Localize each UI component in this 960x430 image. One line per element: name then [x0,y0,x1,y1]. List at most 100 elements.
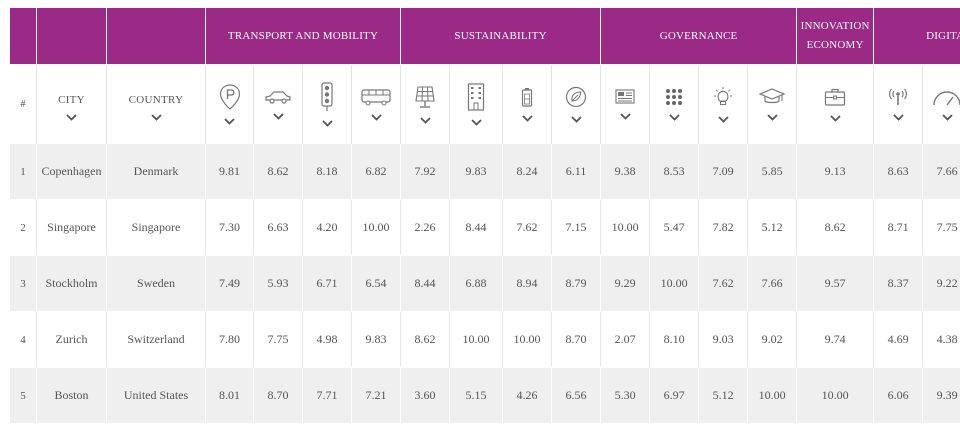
country-column-header[interactable]: COUNTRY [106,64,206,144]
table-row: 1 Copenhagen Denmark 9.81 8.62 8.18 6.82 7.92 9.… [9,143,960,200]
score-cell: 8.62 [400,311,451,368]
score-cell: 4.38 [922,311,960,368]
score-cell: 6.54 [350,255,402,312]
building-column-header[interactable] [449,64,504,144]
score-cell: 8.71 [873,199,924,256]
score-cell: 8.10 [649,311,700,368]
gauge-column-header[interactable] [922,64,960,144]
lightbulb-column-header[interactable] [698,64,749,144]
gauge-icon [933,90,960,105]
antenna-column-header[interactable] [873,64,924,144]
score-cell: 8.53 [649,143,700,200]
group-header-transport: TRANSPORT AND MOBILITY [204,7,402,65]
bus-column-header[interactable] [350,64,402,144]
chevron-down-icon [941,113,953,121]
score-cell: 5.85 [747,143,798,200]
score-cell: 9.03 [698,311,749,368]
briefcase-column-header[interactable] [796,64,875,144]
city-cell: Singapore [36,199,107,256]
rank-header-label: # [20,98,26,110]
score-cell: 7.62 [502,199,553,256]
score-cell: 7.09 [698,143,749,200]
score-cell: 7.75 [253,311,303,368]
table-row: 3 Stockholm Sweden 7.49 5.93 6.71 6.54 8.44 6.88… [9,255,960,312]
group-header-governance: GOVERNANCE [600,7,798,65]
score-cell: 7.62 [698,255,749,312]
graduation-cap-column-header[interactable] [747,64,798,144]
score-cell: 7.66 [922,143,960,200]
score-cell: 8.63 [873,143,924,200]
score-cell: 7.80 [205,311,254,368]
score-cell: 8.70 [253,367,303,424]
solar-panel-icon [415,85,435,108]
score-cell: 5.47 [649,199,700,256]
chevron-down-icon [892,113,904,121]
chevron-down-icon [150,113,162,121]
group-header-sustainability: SUSTAINABILITY [400,7,602,65]
chevron-down-icon [321,119,333,127]
group-header-innovation-economy: INNOVATION ECONOMY [796,7,875,65]
score-cell: 10.00 [502,311,553,368]
score-cell: 7.82 [698,199,749,256]
table-row: 4 Zurich Switzerland 7.80 7.75 4.98 9.83 8.62 10… [9,311,960,368]
score-cell: 9.02 [747,311,798,368]
score-cell: 4.26 [502,367,553,424]
score-cell: 9.81 [205,143,254,200]
score-cell: 3.60 [400,367,451,424]
group-header-blank [106,7,206,65]
city-cell: Stockholm [36,255,107,312]
chevron-down-icon [419,116,431,124]
antenna-icon [889,88,908,105]
score-cell: 10.00 [449,311,504,368]
score-cell: 8.94 [502,255,553,312]
table-row: 2 Singapore Singapore 7.30 6.63 4.20 10.00 2.26… [9,199,960,256]
chevron-down-icon [272,112,284,120]
chevron-down-icon [224,117,235,125]
city-column-header[interactable]: CITY [36,64,107,144]
score-cell: 7.15 [551,199,602,256]
score-cell: 9.83 [350,311,402,368]
solar-panel-column-header[interactable] [400,64,451,144]
grid-dots-column-header[interactable] [649,64,700,144]
leaf-column-header[interactable] [551,64,602,144]
score-cell: 8.24 [502,143,553,200]
chevron-down-icon [829,114,841,122]
score-cell: 9.13 [796,143,875,200]
score-cell: 8.01 [205,367,254,424]
chevron-down-icon [668,113,680,121]
score-cell: 6.63 [253,199,303,256]
score-cell: 4.98 [302,311,352,368]
score-cell: 5.12 [698,367,749,424]
news-column-header[interactable] [600,64,651,144]
rank-cell: 4 [9,311,37,368]
traffic-light-column-header[interactable] [302,64,352,144]
chevron-down-icon [766,113,778,121]
bus-icon [361,88,391,105]
score-cell: 8.18 [302,143,352,200]
score-cell: 6.97 [649,367,700,424]
car-column-header[interactable] [253,64,303,144]
graduation-cap-icon [759,87,786,103]
country-cell: United States [106,367,206,424]
score-cell: 8.62 [796,199,875,256]
score-cell: 7.92 [400,143,451,200]
grid-dots-icon [666,88,683,105]
country-header-label: COUNTRY [128,93,184,106]
news-icon [615,88,635,104]
score-cell: 5.15 [449,367,504,424]
score-cell: 8.62 [253,143,303,200]
score-cell: 9.57 [796,255,875,312]
score-cell: 9.39 [922,367,960,424]
chevron-down-icon [370,113,382,121]
parking-column-header[interactable] [205,64,254,144]
score-cell: 5.12 [747,199,798,256]
battery-column-header[interactable] [502,64,553,144]
score-cell: 6.88 [449,255,504,312]
country-cell: Denmark [106,143,206,200]
leaf-icon [565,86,587,107]
score-cell: 10.00 [649,255,700,312]
score-cell: 2.26 [400,199,451,256]
rank-cell: 5 [9,367,37,424]
score-cell: 10.00 [747,367,798,424]
